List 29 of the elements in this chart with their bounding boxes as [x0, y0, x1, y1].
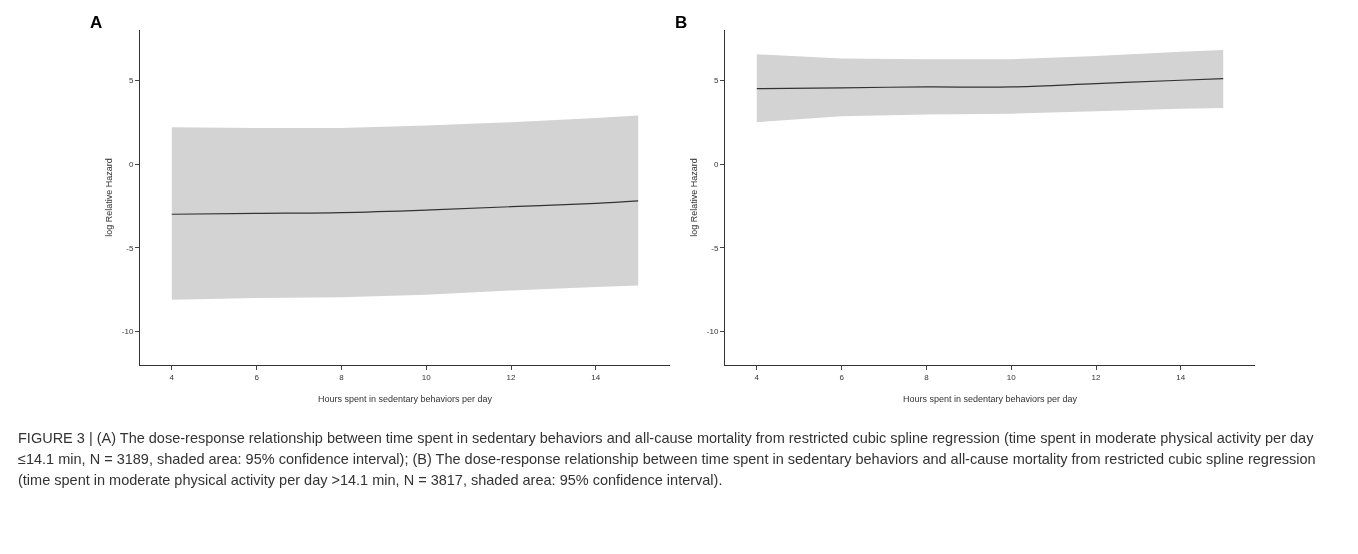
chart-title: A [90, 12, 103, 32]
x-axis-title: Hours spent in sedentary behaviors per day [317, 394, 493, 404]
x-tick-label: 8 [924, 372, 930, 382]
y-tick-label: 5 [128, 76, 134, 86]
line-series [171, 200, 639, 215]
x-tick-label: 10 [421, 372, 432, 382]
y-tick-label: 0 [128, 159, 134, 169]
y-tick-label: -5 [126, 243, 134, 253]
x-tick-label: 12 [506, 372, 516, 382]
x-tick-label: 4 [169, 372, 175, 382]
x-tick-label: 14 [591, 372, 601, 382]
y-tick-label: 5 [713, 76, 719, 86]
x-axis-title: Hours spent in sedentary behaviors per day [902, 394, 1078, 404]
y-tick-label: -10 [121, 327, 134, 337]
y-tick-label: 0 [713, 159, 719, 169]
y-tick-label: -10 [706, 327, 719, 337]
x-tick-label: 10 [1006, 372, 1017, 382]
y-axis-title: log Relative Hazard [104, 158, 114, 237]
x-tick-label: 8 [339, 372, 345, 382]
line-series [756, 77, 1224, 90]
caption: FIGURE 3 | (A) The dose-response relationship between time spent in sedentary behaviors and all-cause mortality from restricted cubic spline regression (time spent in moderate physical activity per day ≤14.1 min, N = 3189, shaded area: 95% confidence interval); (B) The dose-response relationship between time spent in sedentary behaviors and all-cause mortality from restricted cubic spline regression (time spent in moderate physical activity per day >14.1 min, N = 3817, shaded area: 95% confidence interval). [18, 429, 1317, 490]
x-tick-label: 14 [1176, 372, 1186, 382]
x-tick-label: 6 [254, 372, 260, 382]
x-tick-label: 12 [1091, 372, 1101, 382]
y-tick-label: -5 [711, 243, 719, 253]
chart-title: B [675, 12, 688, 32]
x-tick-label: 6 [839, 372, 845, 382]
y-axis-title: log Relative Hazard [689, 158, 699, 237]
x-tick-label: 4 [754, 372, 760, 382]
